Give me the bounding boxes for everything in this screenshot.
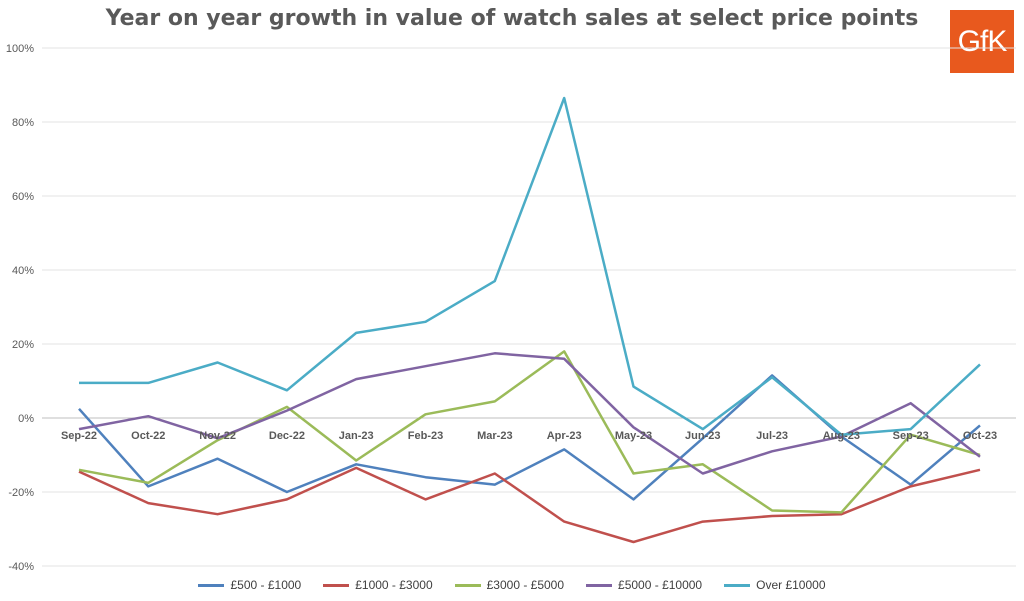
y-tick-label: -20%	[8, 487, 34, 499]
x-tick-label: Aug-23	[823, 430, 860, 442]
x-tick-label: Sep-23	[893, 430, 929, 442]
legend-item: £3000 - £5000	[454, 578, 565, 592]
x-tick-label: Jun-23	[685, 430, 720, 442]
legend-item: £1000 - £3000	[323, 578, 433, 592]
legend: £500 - £1000 £1000 - £3000 £3000 - £5000 £5…	[0, 578, 1024, 592]
series-line	[78, 466, 981, 544]
legend-item: £5000 - £10000	[586, 578, 702, 592]
legend-swatch	[724, 583, 751, 587]
series-line	[79, 96, 981, 436]
x-tick-label: Jul-23	[756, 430, 788, 442]
y-tick-label: 0%	[18, 413, 34, 425]
y-tick-label: 20%	[12, 339, 34, 351]
y-tick-label: 60%	[12, 191, 34, 203]
legend-label: £3000 - £5000	[486, 578, 565, 592]
x-tick-label: Nov-22	[199, 430, 236, 442]
x-tick-label: Oct-22	[131, 430, 165, 442]
legend-swatch	[198, 583, 225, 587]
legend-label: £1000 - £3000	[355, 578, 433, 592]
x-tick-label: Sep-22	[61, 430, 97, 442]
y-tick-label: 100%	[6, 43, 34, 55]
x-tick-label: Mar-23	[477, 430, 512, 442]
x-tick-label: Apr-23	[547, 430, 582, 442]
series-line	[78, 352, 981, 475]
legend-label: Over £10000	[756, 578, 826, 592]
x-tick-label: Feb-23	[408, 430, 443, 442]
legend-swatch	[586, 583, 613, 587]
x-tick-label: Dec-22	[269, 430, 305, 442]
y-tick-label: -40%	[8, 561, 34, 573]
legend-label: £5000 - £10000	[618, 578, 703, 592]
legend-label: £500 - £1000	[230, 578, 302, 592]
x-tick-label: Jan-23	[339, 430, 374, 442]
legend-item: £500 - £1000	[198, 578, 301, 592]
gfk-logo: GfK	[950, 10, 1014, 73]
y-tick-label: 80%	[12, 117, 34, 129]
legend-swatch	[323, 583, 350, 587]
x-tick-label: Oct-23	[963, 430, 997, 442]
legend-item: Over £10000	[724, 578, 826, 592]
legend-swatch	[454, 583, 481, 587]
x-tick-label: May-23	[615, 430, 652, 442]
y-tick-label: 40%	[12, 265, 34, 277]
chart-title: Year on year growth in value of watch sa…	[105, 6, 919, 31]
